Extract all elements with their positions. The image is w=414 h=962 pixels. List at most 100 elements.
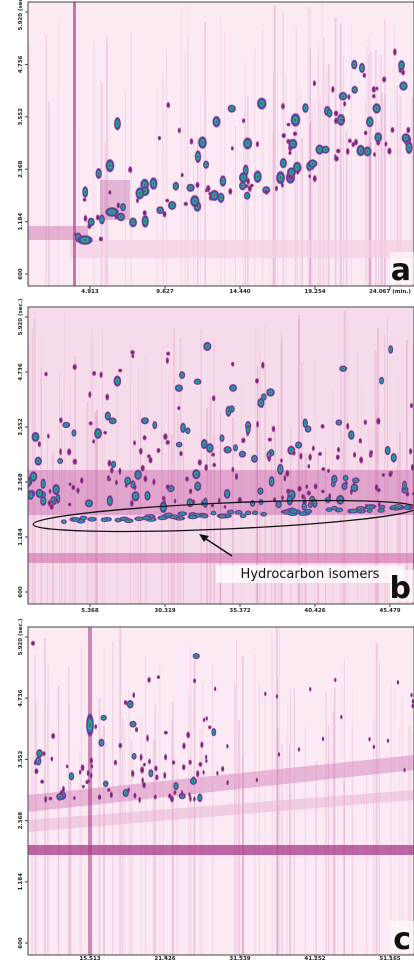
spot: [44, 795, 48, 804]
streak: [298, 314, 300, 604]
streak: [166, 50, 167, 286]
spot: [134, 726, 139, 733]
spot: [347, 429, 355, 441]
spot: [308, 686, 312, 692]
streak: [314, 355, 316, 604]
streak: [296, 433, 299, 604]
y-tick-label: 4.736: [18, 56, 24, 74]
spot: [343, 100, 347, 107]
streak: [69, 384, 71, 604]
streak: [234, 684, 236, 955]
spot: [118, 742, 123, 749]
streak: [28, 43, 30, 286]
spot: [195, 181, 200, 189]
spot: [200, 438, 208, 450]
spot: [274, 185, 279, 192]
spot: [188, 791, 191, 798]
spot: [142, 209, 148, 217]
spot: [202, 717, 206, 723]
spot: [351, 141, 356, 148]
spot: [238, 181, 247, 191]
spot: [275, 170, 286, 185]
spot: [411, 698, 414, 704]
spot: [29, 471, 38, 483]
spot: [36, 748, 43, 758]
spot: [97, 794, 102, 801]
spot: [192, 796, 196, 802]
spot: [308, 174, 312, 179]
spot: [28, 490, 34, 501]
streak: [274, 430, 277, 604]
spot: [87, 516, 98, 522]
streak: [398, 431, 401, 604]
spot: [72, 795, 76, 801]
x-tick-label: 4.913: [81, 289, 99, 295]
streak: [351, 23, 353, 286]
spot: [173, 789, 177, 796]
streak: [343, 780, 345, 955]
spot: [163, 730, 169, 735]
spot: [369, 449, 374, 456]
streak: [168, 381, 170, 604]
spot: [109, 466, 114, 475]
spot: [152, 420, 158, 430]
streak: [187, 35, 189, 286]
spot: [84, 499, 94, 508]
streak: [162, 775, 165, 955]
spot: [100, 517, 109, 523]
band: [28, 755, 414, 812]
spot: [204, 754, 208, 760]
spot: [364, 504, 376, 510]
spot: [122, 788, 130, 798]
spot: [249, 183, 254, 188]
spot: [320, 489, 325, 494]
spot: [378, 504, 386, 510]
spot: [347, 93, 351, 101]
spot: [71, 516, 81, 522]
spot: [381, 75, 387, 83]
spot: [130, 480, 136, 489]
spot: [163, 771, 167, 780]
streak: [181, 10, 183, 286]
band: [28, 470, 414, 515]
spot: [336, 113, 346, 127]
spot: [333, 677, 337, 683]
spot: [168, 514, 180, 520]
spot: [356, 144, 366, 157]
spot: [302, 418, 309, 429]
spot: [86, 769, 90, 777]
spot: [223, 504, 227, 510]
annotation-bg: [216, 565, 404, 583]
spot: [141, 515, 152, 521]
spot: [130, 349, 136, 356]
spot: [184, 427, 191, 435]
spot: [68, 482, 72, 487]
spot: [297, 485, 303, 493]
streak: [307, 7, 310, 286]
spot: [347, 138, 352, 144]
spot: [167, 200, 177, 211]
spot: [238, 171, 248, 184]
spot: [109, 791, 114, 799]
spot: [372, 151, 376, 158]
x-tick-label: 21.426: [154, 956, 175, 962]
streak: [129, 343, 131, 604]
spot: [116, 202, 121, 209]
streak: [345, 131, 348, 286]
spot: [234, 509, 243, 515]
streak: [264, 694, 266, 955]
spot: [200, 513, 209, 519]
spot: [89, 771, 93, 780]
spot: [335, 419, 343, 426]
streak: [378, 786, 380, 955]
streak: [343, 310, 346, 604]
spot: [139, 766, 145, 774]
spot: [335, 454, 340, 461]
spot: [307, 463, 311, 469]
streak: [45, 33, 47, 286]
streak: [325, 70, 328, 286]
streak: [295, 26, 298, 286]
streak: [381, 92, 384, 286]
spot: [35, 488, 44, 499]
